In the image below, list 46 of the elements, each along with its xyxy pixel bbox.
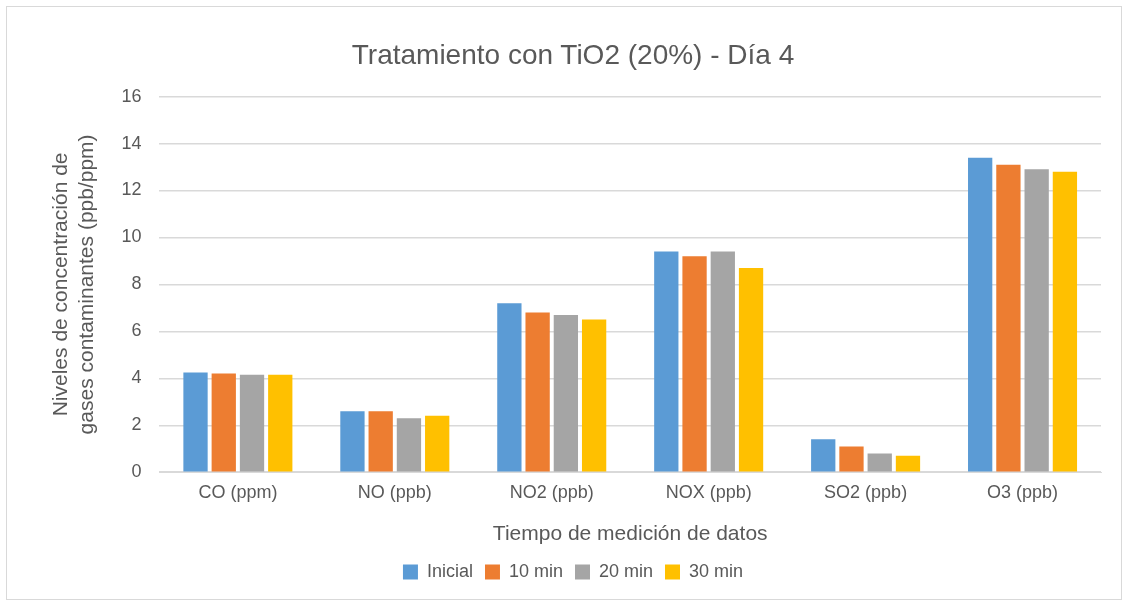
y-tick-label: 14: [121, 132, 142, 153]
bar: [239, 374, 265, 472]
bar: [839, 446, 864, 472]
y-axis-title: Niveles de concentración de gases contaminantes (ppb/ppm): [48, 134, 97, 435]
bar: [340, 411, 365, 472]
y-tick-label: 16: [121, 85, 142, 106]
x-tick-label: NO (ppb): [357, 481, 432, 502]
bar: [738, 267, 764, 472]
legend-label: Inicial: [426, 560, 473, 581]
x-tick-label: O3 (ppb): [987, 481, 1059, 502]
x-tick-label: CO (ppm): [198, 481, 278, 502]
bar: [1024, 169, 1049, 472]
bar: [368, 411, 393, 472]
bar: [654, 251, 679, 472]
bar: [1052, 171, 1078, 472]
bar: [682, 256, 707, 472]
x-tick-label: NOX (ppb): [665, 481, 752, 502]
bar: [867, 453, 892, 472]
y-tick-label: 12: [121, 179, 142, 200]
x-tick-label: SO2 (ppb): [824, 481, 908, 502]
bar: [211, 373, 236, 472]
y-tick-label: 8: [131, 273, 142, 294]
x-tick-label: NO2 (ppb): [509, 481, 594, 502]
bar: [553, 314, 579, 472]
x-axis-title: Tiempo de medición de datos: [492, 521, 768, 545]
bar: [996, 164, 1021, 472]
chart-title: Tratamiento con TiO2 (20%) - Día 4: [351, 38, 795, 70]
bar: [268, 374, 293, 472]
y-tick-label: 6: [131, 320, 142, 341]
legend-label: 20 min: [599, 560, 654, 581]
bar: [497, 303, 522, 472]
bar: [396, 418, 422, 472]
bar: [968, 157, 993, 472]
bar: [525, 312, 550, 472]
bar: [425, 415, 450, 472]
y-tick-label: 0: [131, 461, 142, 482]
bar: [710, 251, 735, 472]
bar: [581, 319, 607, 472]
bar: [183, 372, 208, 472]
y-tick-label: 4: [131, 367, 142, 388]
y-tick-label: 2: [131, 414, 142, 435]
bar: [895, 455, 921, 472]
y-tick-label: 10: [121, 226, 142, 247]
bar: [811, 439, 836, 472]
legend-label: 30 min: [689, 560, 744, 581]
legend-label: 10 min: [508, 560, 563, 581]
